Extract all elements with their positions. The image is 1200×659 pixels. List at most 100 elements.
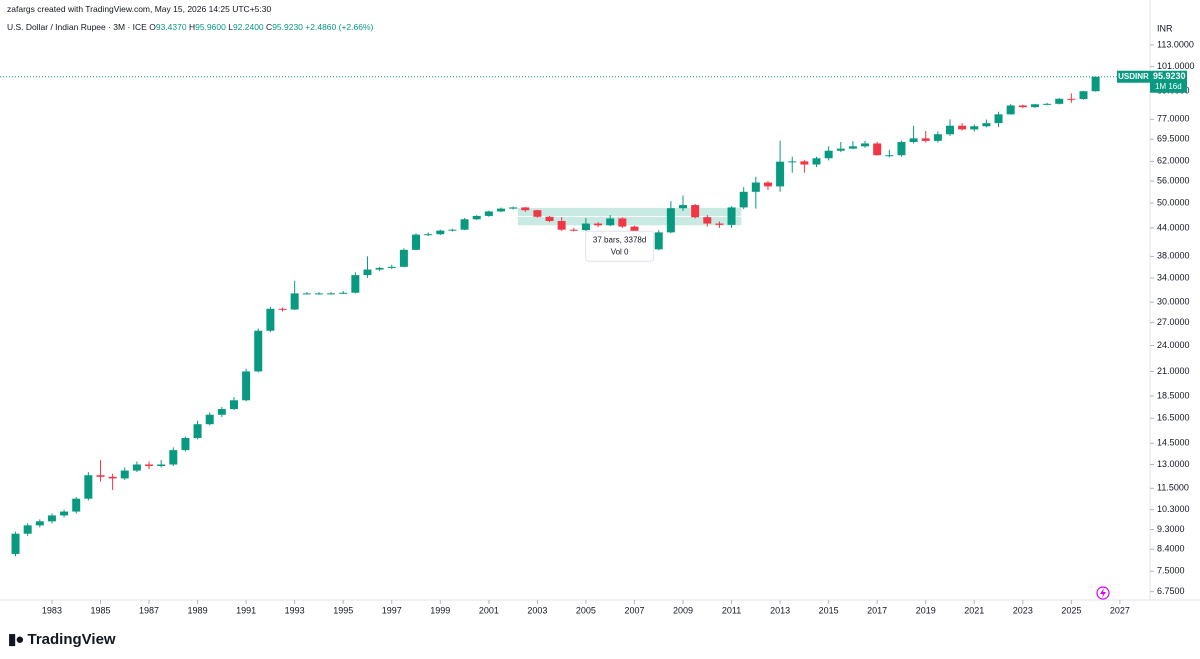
y-tick-label: 21.0000	[1157, 366, 1190, 376]
candle-body	[873, 143, 882, 156]
candle-body	[848, 146, 857, 149]
candle-body	[60, 511, 69, 516]
x-tick-label: 2017	[867, 605, 887, 615]
x-tick-label: 2001	[479, 605, 499, 615]
x-tick-label: 2023	[1013, 605, 1033, 615]
candle-body	[84, 475, 93, 499]
x-tick-label: 1989	[188, 605, 208, 615]
candle-body	[824, 150, 833, 159]
candle-body	[278, 308, 287, 310]
candle-body	[35, 521, 44, 526]
candle-body	[496, 208, 505, 212]
candle-body	[242, 371, 251, 401]
candle-body	[679, 205, 688, 209]
candle-body	[654, 232, 663, 250]
candle-body	[727, 207, 736, 225]
y-tick-label: 69.5000	[1157, 134, 1190, 144]
candle-body	[545, 216, 554, 221]
legend-line: U.S. Dollar / Indian Rupee · 3M · ICE O9…	[7, 22, 373, 32]
candle-body	[351, 275, 360, 293]
candle-body	[812, 158, 821, 165]
x-tick-label: 2025	[1061, 605, 1081, 615]
candle-body	[302, 293, 311, 295]
candle-body	[290, 293, 299, 310]
candle-body	[1091, 76, 1100, 92]
candle-body	[788, 161, 797, 163]
o-label: O	[149, 22, 156, 32]
x-tick-label: 2011	[722, 605, 741, 615]
y-tick-label: 38.0000	[1157, 251, 1190, 261]
x-tick-label: 1991	[236, 605, 256, 615]
y-tick-label: 113.0000	[1157, 39, 1194, 49]
x-tick-label: 2027	[1110, 605, 1130, 615]
candle-body	[23, 525, 32, 534]
low-value: 92.2400	[232, 22, 264, 32]
y-tick-label: 77.0000	[1157, 114, 1190, 124]
candle-body	[412, 234, 421, 250]
x-tick-label: 1993	[285, 605, 305, 615]
symbol-tag	[1117, 70, 1150, 83]
candle-body	[266, 308, 275, 331]
candle-body	[958, 125, 967, 130]
candle-body	[751, 182, 760, 192]
y-tick-label: 10.3000	[1157, 504, 1190, 514]
candle-body	[776, 161, 785, 187]
x-tick-label: 1987	[139, 605, 159, 615]
change: +2.4860 (+2.66%)	[305, 22, 374, 32]
candle-body	[363, 269, 372, 276]
candle-body	[581, 223, 590, 231]
candle-body	[169, 450, 178, 465]
candle-body	[1043, 103, 1052, 105]
y-tick-label: 56.0000	[1157, 175, 1190, 185]
x-tick-label: 2013	[770, 605, 790, 615]
x-tick-label: 1997	[382, 605, 402, 615]
symbol: U.S. Dollar / Indian Rupee · 3M · ICE	[7, 22, 147, 32]
price-tag-text: 95.9230	[1153, 71, 1186, 81]
x-tick-label: 2019	[916, 605, 936, 615]
candle-body	[472, 215, 481, 220]
candle-body	[533, 210, 542, 217]
candle-body	[1067, 98, 1076, 100]
candle-body	[715, 223, 724, 225]
candle-body	[448, 229, 457, 231]
candle-body	[460, 219, 469, 230]
x-tick-label: 1999	[430, 605, 450, 615]
candle-body	[217, 409, 226, 415]
candle-body	[375, 267, 384, 270]
candle-body	[739, 191, 748, 208]
candle-body	[557, 220, 566, 230]
open-value: 93.4370	[155, 22, 187, 32]
y-tick-label: 8.4000	[1157, 544, 1185, 554]
candle-body	[1030, 104, 1039, 108]
y-tick-label: 7.5000	[1157, 566, 1185, 576]
symbol-tag-text: USDINR	[1118, 72, 1149, 81]
x-tick-label: 1983	[42, 605, 62, 615]
candle-body	[96, 475, 105, 477]
high-value: 95.9600	[195, 22, 226, 32]
flash-icon	[1096, 586, 1110, 600]
candle-body	[763, 182, 772, 187]
candle-body	[72, 498, 81, 512]
candle-body	[521, 207, 530, 211]
x-tick-label: 2021	[964, 605, 984, 615]
credit: zafargs created with TradingView.com, Ma…	[7, 4, 272, 14]
candle-body	[569, 229, 578, 231]
y-tick-label: 27.0000	[1157, 317, 1190, 327]
candle-body	[181, 438, 190, 451]
x-tick-label: 2015	[819, 605, 839, 615]
candle-body	[205, 414, 214, 425]
candle-body	[885, 155, 894, 157]
measure-label: 37 bars, 3378d	[593, 235, 646, 244]
y-tick-label: 34.0000	[1157, 272, 1190, 282]
candle-body	[229, 400, 238, 410]
y-tick-label: 50.0000	[1157, 197, 1190, 207]
candle-body	[132, 464, 141, 471]
candle-body	[509, 207, 518, 209]
y-tick-label: 11.5000	[1157, 483, 1189, 493]
candle-body	[11, 533, 20, 554]
candle-body	[108, 476, 117, 479]
candle-body	[1055, 98, 1064, 104]
x-tick-label: 2007	[624, 605, 644, 615]
candle-body	[436, 230, 445, 235]
